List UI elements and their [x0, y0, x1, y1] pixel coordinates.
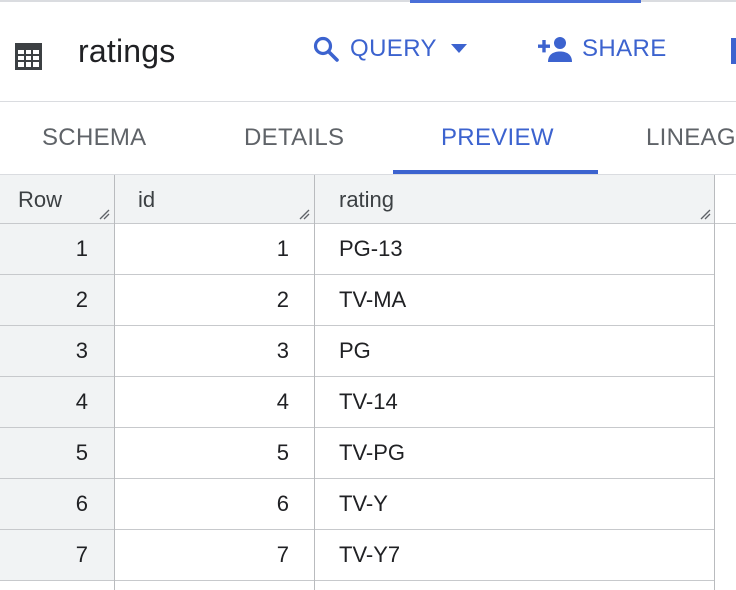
- table-row[interactable]: 6 6 TV-Y: [0, 479, 736, 530]
- cell-rating[interactable]: TV-Y7: [339, 542, 401, 567]
- column-header-label: id: [138, 187, 156, 212]
- row-number: 2: [75, 287, 88, 312]
- row-divider: [0, 427, 714, 428]
- row-number: 1: [75, 236, 88, 261]
- row-divider: [0, 529, 714, 530]
- cell-rating[interactable]: PG: [339, 338, 371, 363]
- row-divider: [0, 274, 714, 275]
- column-header-rating[interactable]: rating: [314, 175, 715, 224]
- query-button[interactable]: QUERY: [312, 35, 467, 63]
- table-row[interactable]: 5 5 TV-PG: [0, 428, 736, 479]
- preview-grid: Row id rating 1 1 PG-13 2 2 TV-MA 3 3 PG 4 4 TV-14 5…: [0, 175, 736, 590]
- top-accent-bar: [410, 0, 641, 3]
- tab-lineage[interactable]: LINEAG: [598, 102, 736, 174]
- tab-preview-label: PREVIEW: [441, 124, 554, 151]
- table-row[interactable]: 4 4 TV-14: [0, 377, 736, 428]
- column-header-id[interactable]: id: [114, 175, 314, 224]
- caret-down-icon[interactable]: [450, 44, 467, 54]
- column-separator: [714, 175, 715, 590]
- row-divider: [0, 580, 714, 581]
- row-number: 3: [75, 338, 88, 363]
- row-divider: [0, 478, 714, 479]
- resize-grip-icon[interactable]: [298, 208, 310, 220]
- table-row[interactable]: 2 2 TV-MA: [0, 275, 736, 326]
- tab-schema[interactable]: SCHEMA: [0, 102, 190, 174]
- row-divider: [0, 325, 714, 326]
- column-header-filler: [715, 175, 736, 224]
- row-number-cell: [0, 377, 114, 428]
- resize-grip-icon[interactable]: [699, 208, 711, 220]
- overflow-action-edge[interactable]: [731, 38, 736, 64]
- tab-schema-label: SCHEMA: [42, 124, 147, 151]
- query-label: QUERY: [350, 35, 437, 62]
- cell-rating[interactable]: TV-14: [339, 389, 398, 414]
- row-number-cell: [0, 530, 114, 581]
- tab-details-label: DETAILS: [244, 124, 345, 151]
- active-tab-indicator: [393, 170, 598, 174]
- tab-preview[interactable]: PREVIEW: [393, 102, 598, 174]
- table-header: ratings QUERY SHARE: [0, 3, 736, 101]
- column-header-label: rating: [339, 187, 395, 212]
- cell-id[interactable]: 5: [276, 440, 289, 465]
- row-number-cell: [0, 479, 114, 530]
- row-divider: [0, 376, 714, 377]
- resize-grip-icon[interactable]: [98, 208, 110, 220]
- share-button[interactable]: SHARE: [538, 35, 667, 63]
- column-separator: [114, 175, 115, 590]
- cell-id[interactable]: 3: [276, 338, 289, 363]
- row-number: 7: [75, 542, 88, 567]
- row-number: 6: [75, 491, 88, 516]
- share-label: SHARE: [582, 35, 667, 62]
- cell-id[interactable]: 2: [276, 287, 289, 312]
- row-number: 5: [75, 440, 88, 465]
- cell-rating[interactable]: TV-PG: [339, 440, 406, 465]
- header-divider: [0, 101, 736, 102]
- row-number-cell: [0, 275, 114, 326]
- table-row[interactable]: 3 3 PG: [0, 326, 736, 377]
- top-rule: [0, 0, 736, 2]
- tab-details[interactable]: DETAILS: [190, 102, 393, 174]
- tab-lineage-label: LINEAG: [646, 124, 736, 151]
- tab-bar: SCHEMA DETAILS PREVIEW LINEAG: [0, 102, 736, 174]
- cell-rating[interactable]: PG-13: [339, 236, 403, 261]
- column-header-row[interactable]: Row: [0, 175, 114, 224]
- row-number-cell: [0, 428, 114, 479]
- column-header-label: Row: [18, 187, 63, 212]
- person-add-icon: [538, 37, 572, 62]
- cell-id[interactable]: 1: [276, 236, 289, 261]
- table-row[interactable]: 7 7 TV-Y7: [0, 530, 736, 581]
- tabs-divider: [0, 174, 736, 175]
- cell-id[interactable]: 7: [276, 542, 289, 567]
- row-number: 4: [75, 389, 88, 414]
- cell-rating[interactable]: TV-MA: [339, 287, 407, 312]
- cell-id[interactable]: 4: [276, 389, 289, 414]
- row-number-cell: [0, 224, 114, 275]
- table-row[interactable]: 1 1 PG-13: [0, 224, 736, 275]
- cell-id[interactable]: 6: [276, 491, 289, 516]
- search-icon: [313, 36, 339, 62]
- page-title: ratings: [78, 33, 176, 69]
- cell-rating[interactable]: TV-Y: [339, 491, 388, 516]
- column-separator: [314, 175, 315, 590]
- table-icon: [15, 43, 42, 70]
- row-number-cell: [0, 326, 114, 377]
